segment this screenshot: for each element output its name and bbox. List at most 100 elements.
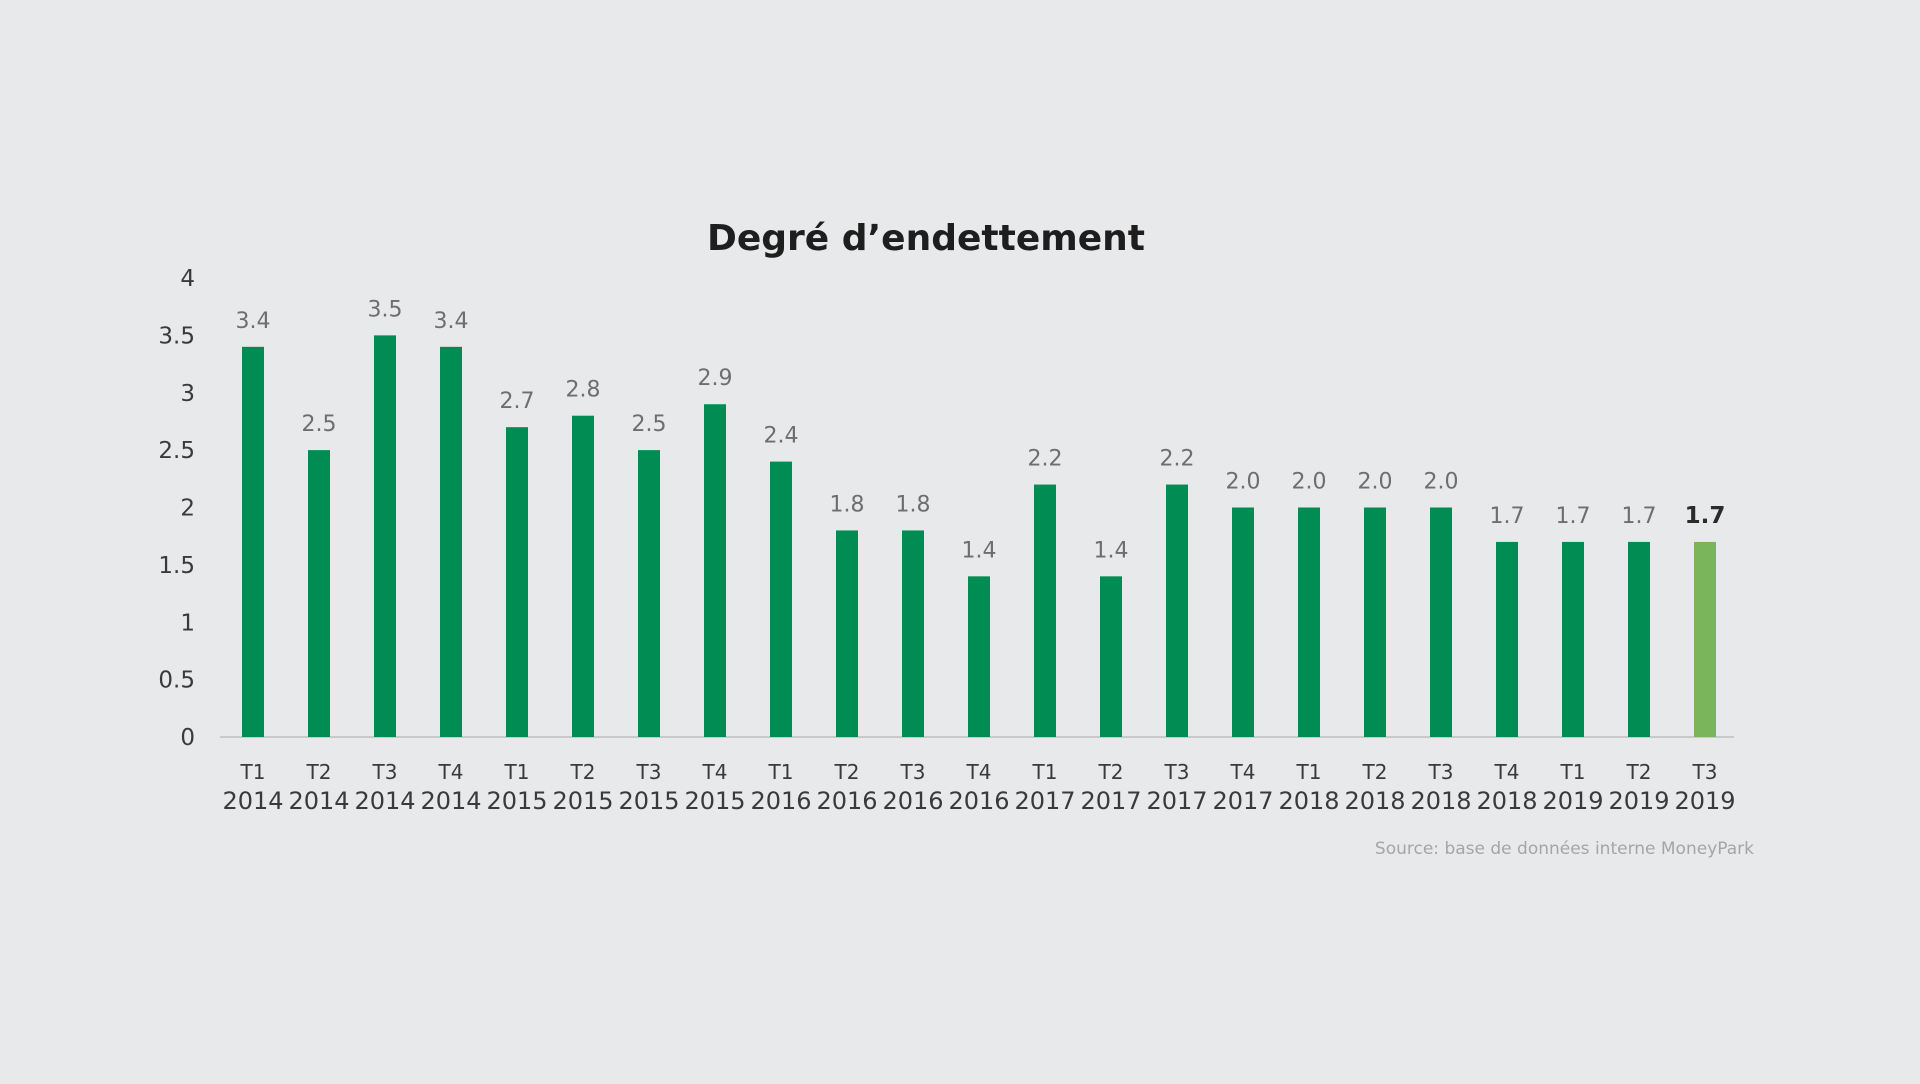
data-label: 1.4 <box>962 538 997 563</box>
bar-t1-2015 <box>506 427 528 737</box>
bar-t4-2015 <box>704 404 726 737</box>
x-tick-quarter: T2 <box>1098 760 1124 784</box>
x-tick-quarter: T3 <box>1692 760 1718 784</box>
bar-t3-2014 <box>374 335 396 737</box>
x-tick-year: 2017 <box>1212 787 1273 815</box>
x-tick-year: 2014 <box>222 787 283 815</box>
x-tick-quarter: T1 <box>1560 760 1586 784</box>
bar-t2-2014 <box>308 450 330 737</box>
bar-t1-2017 <box>1034 484 1056 737</box>
bars <box>242 335 1716 737</box>
data-label: 2.8 <box>566 378 601 403</box>
x-tick-quarter: T1 <box>1032 760 1058 784</box>
x-tick-year: 2018 <box>1344 787 1405 815</box>
data-label: 2.5 <box>632 412 667 437</box>
x-tick-quarter: T1 <box>504 760 530 784</box>
y-tick-label: 3.5 <box>158 323 195 349</box>
bar-t4-2016 <box>968 576 990 737</box>
x-tick-year: 2015 <box>552 787 613 815</box>
bar-t1-2014 <box>242 346 264 737</box>
bar-t3-2018 <box>1430 507 1452 737</box>
bar-t1-2019 <box>1562 541 1584 737</box>
x-tick-quarter: T1 <box>768 760 794 784</box>
data-label: 1.7 <box>1556 504 1591 529</box>
bar-t1-2018 <box>1298 507 1320 737</box>
data-label: 2.4 <box>764 424 799 449</box>
x-tick-year: 2015 <box>618 787 679 815</box>
y-tick-label: 1 <box>180 610 195 636</box>
x-tick-year: 2019 <box>1674 787 1735 815</box>
x-tick-year: 2017 <box>1146 787 1207 815</box>
chart-title: Degré d’endettement <box>707 218 1145 259</box>
x-tick-quarter: T2 <box>306 760 332 784</box>
x-tick-quarter: T4 <box>1494 760 1520 784</box>
y-tick-label: 2 <box>180 496 195 522</box>
bar-t4-2014 <box>440 346 462 737</box>
x-tick-year: 2015 <box>684 787 745 815</box>
data-label: 2.0 <box>1424 470 1459 495</box>
y-tick-label: 0 <box>180 725 195 751</box>
x-tick-year: 2018 <box>1476 787 1537 815</box>
bar-t2-2016 <box>836 530 858 737</box>
data-label: 1.7 <box>1685 503 1726 529</box>
data-label: 3.5 <box>368 297 403 322</box>
y-tick-label: 3 <box>180 381 195 407</box>
x-tick-year: 2019 <box>1608 787 1669 815</box>
y-tick-label: 4 <box>180 266 195 292</box>
x-tick-quarter: T4 <box>966 760 992 784</box>
y-tick-label: 0.5 <box>158 668 195 694</box>
x-tick-year: 2015 <box>486 787 547 815</box>
bar-t3-2015 <box>638 450 660 737</box>
x-tick-year: 2018 <box>1278 787 1339 815</box>
y-tick-label: 1.5 <box>158 553 195 579</box>
bar-t2-2019 <box>1628 541 1650 737</box>
x-tick-quarter: T2 <box>1362 760 1388 784</box>
data-label: 2.2 <box>1028 447 1063 472</box>
data-label: 2.0 <box>1358 470 1393 495</box>
x-tick-quarter: T4 <box>702 760 728 784</box>
bar-t2-2017 <box>1100 576 1122 737</box>
x-tick-quarter: T4 <box>1230 760 1256 784</box>
x-tick-quarter: T2 <box>834 760 860 784</box>
x-tick-quarter: T2 <box>1626 760 1652 784</box>
x-tick-quarter: T3 <box>372 760 398 784</box>
y-tick-label: 2.5 <box>158 438 195 464</box>
x-tick-year: 2016 <box>816 787 877 815</box>
data-label: 1.7 <box>1490 504 1525 529</box>
x-tick-quarter: T3 <box>900 760 926 784</box>
x-tick-year: 2016 <box>882 787 943 815</box>
bar-t1-2016 <box>770 461 792 737</box>
x-axis-ticks: T1 2014 T2 2014 T3 2014 T4 2014 T1 2015 T2 2015 T3 20… <box>222 760 1735 815</box>
x-tick-year: 2017 <box>1080 787 1141 815</box>
data-label: 3.4 <box>236 309 271 334</box>
data-label: 2.7 <box>500 389 535 414</box>
source-note: Source: base de données interne MoneyPar… <box>1375 839 1754 859</box>
bar-t2-2018 <box>1364 507 1386 737</box>
bar-t3-2019 <box>1694 541 1716 737</box>
data-label: 1.7 <box>1622 504 1657 529</box>
x-tick-year: 2014 <box>288 787 349 815</box>
x-tick-year: 2017 <box>1014 787 1075 815</box>
x-tick-year: 2019 <box>1542 787 1603 815</box>
bar-t3-2016 <box>902 530 924 737</box>
x-tick-quarter: T4 <box>438 760 464 784</box>
data-label: 2.0 <box>1226 470 1261 495</box>
data-label: 2.5 <box>302 412 337 437</box>
x-tick-quarter: T1 <box>1296 760 1322 784</box>
x-tick-year: 2014 <box>354 787 415 815</box>
data-label: 1.8 <box>896 492 931 517</box>
bar-t3-2017 <box>1166 484 1188 737</box>
data-label: 1.4 <box>1094 538 1129 563</box>
data-label: 2.2 <box>1160 447 1195 472</box>
x-tick-year: 2014 <box>420 787 481 815</box>
data-label: 2.0 <box>1292 470 1327 495</box>
x-tick-year: 2016 <box>948 787 1009 815</box>
bar-t4-2018 <box>1496 541 1518 737</box>
data-label: 3.4 <box>434 309 469 334</box>
x-tick-quarter: T3 <box>1164 760 1190 784</box>
bar-t4-2017 <box>1232 507 1254 737</box>
data-label: 2.9 <box>698 366 733 391</box>
data-labels: 3.4 2.5 3.5 3.4 2.7 2.8 2.5 2.9 2.4 1.8 1.8 1.4 2.2 1… <box>236 297 1726 563</box>
